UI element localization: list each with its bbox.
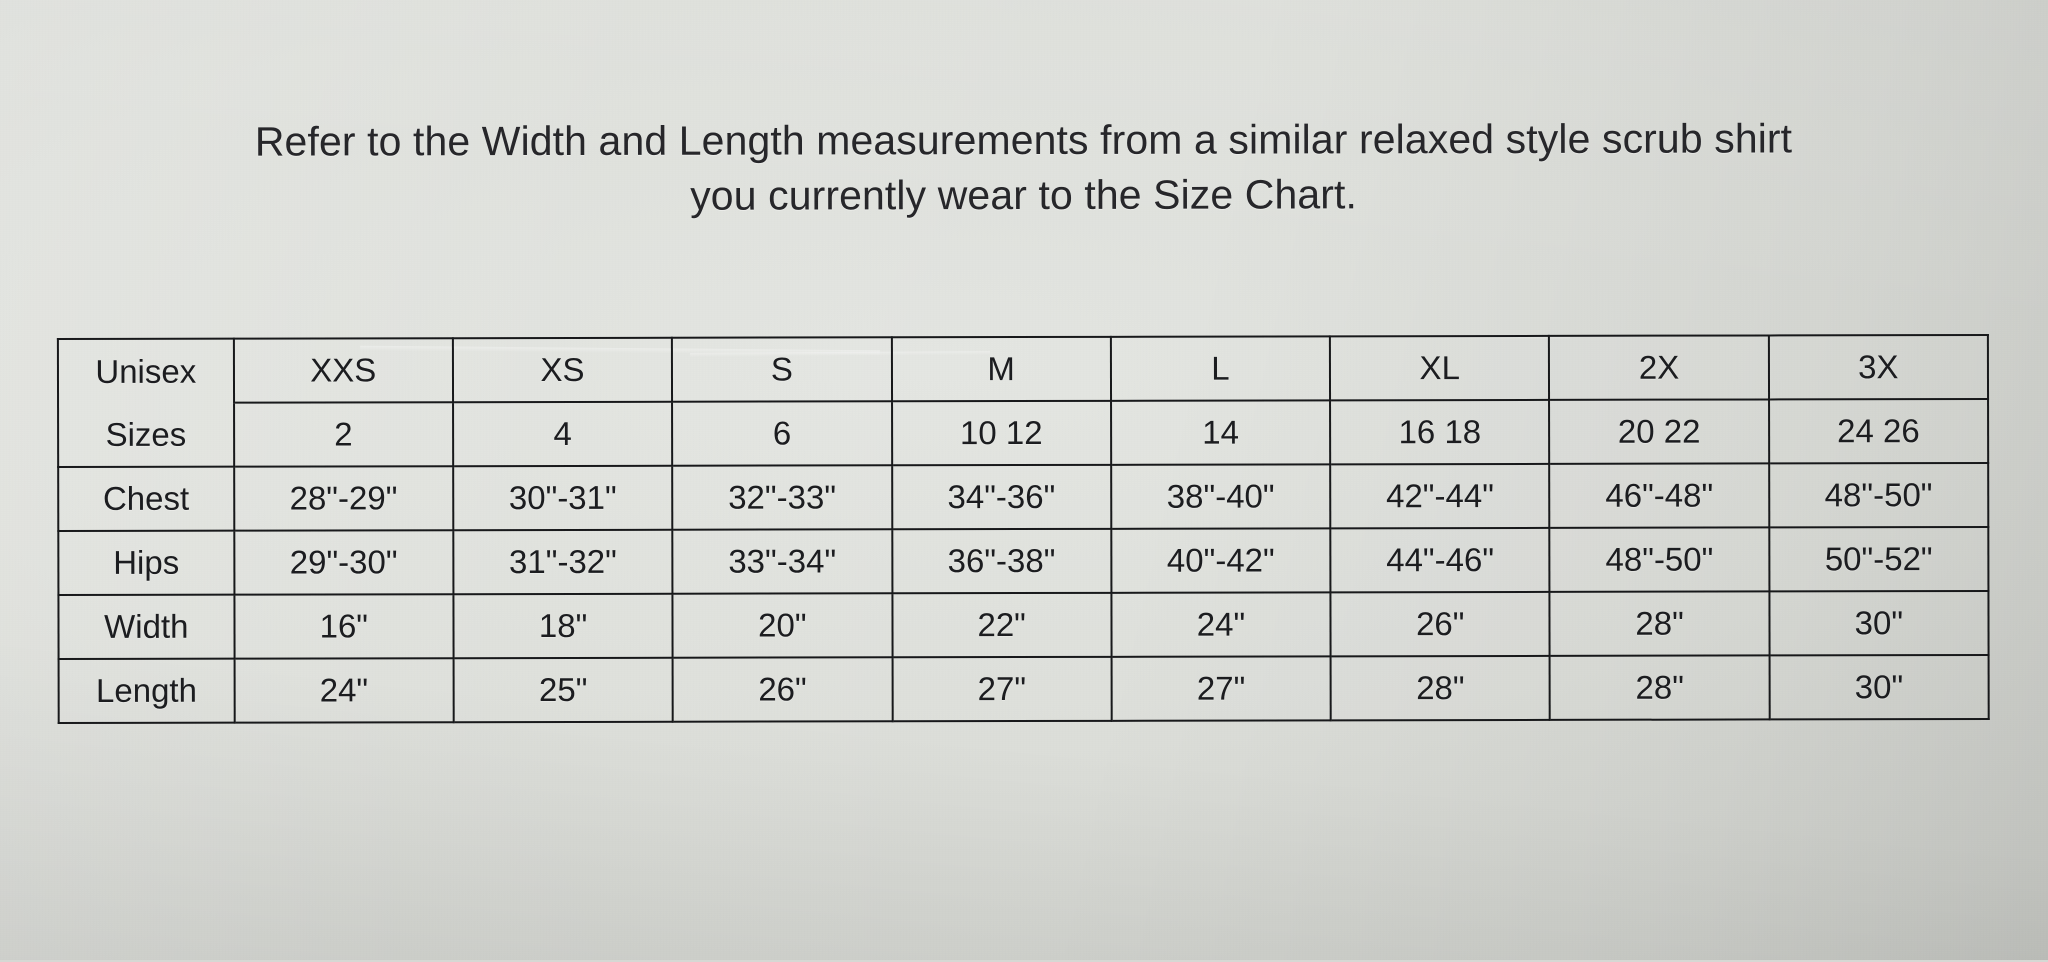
table-row-hips: Hips 29"-30" 31"-32" 33"-34" 36"-38" 40"… (58, 526, 1989, 596)
cell-sizes-s: 6 (672, 401, 892, 466)
cell-unisex-xxs: XXS (233, 338, 453, 403)
cell-width-xxs: 16" (234, 594, 454, 659)
page-title: Refer to the Width and Length measuremen… (0, 111, 2048, 224)
cell-width-xs: 18" (453, 593, 673, 659)
row-label-length: Length (58, 658, 235, 724)
cell-unisex-xs: XS (452, 337, 673, 403)
cell-hips-xl: 44"-46" (1330, 527, 1550, 593)
row-label-chest: Chest (58, 466, 234, 532)
cell-unisex-s: S (672, 337, 892, 402)
cell-length-xs: 25" (453, 657, 673, 723)
cell-length-3x: 30" (1769, 654, 1989, 720)
cell-hips-m: 36"-38" (891, 528, 1112, 594)
cell-hips-s: 33"-34" (672, 529, 892, 594)
cell-hips-xxs: 29"-30" (233, 530, 454, 595)
cell-hips-l: 40"-42" (1111, 528, 1331, 593)
cell-chest-2x: 46"-48" (1549, 463, 1770, 528)
cell-unisex-l: L (1110, 336, 1331, 401)
heading-line-1: Refer to the Width and Length measuremen… (254, 115, 1793, 165)
cell-chest-s: 32"-33" (672, 465, 892, 530)
cell-unisex-xl: XL (1330, 335, 1550, 401)
cell-unisex-m: M (891, 336, 1111, 402)
cell-unisex-3x: 3X (1768, 334, 1989, 400)
cell-chest-l: 38"-40" (1110, 464, 1331, 529)
size-chart-container: Unisex XXS XS S M L XL 2X 3X Sizes 2 4 (56, 333, 1990, 725)
table-row-width: Width 16" 18" 20" 22" 24" 26" 28" 30" (58, 590, 1989, 660)
cell-width-s: 20" (672, 593, 893, 658)
cell-sizes-l: 14 (1110, 400, 1331, 465)
cell-chest-xs: 30"-31" (453, 465, 673, 531)
table-row-length: Length 24" 25" 26" 27" 27" 28" 28" 30" (58, 654, 1989, 724)
cell-width-3x: 30" (1769, 590, 1989, 656)
cell-width-xl: 26" (1330, 591, 1550, 657)
row-label-unisex: Unisex (57, 338, 234, 404)
cell-length-xl: 28" (1330, 655, 1551, 721)
cell-chest-3x: 48"-50" (1768, 462, 1989, 528)
cell-sizes-xxs: 2 (233, 402, 454, 467)
cell-length-2x: 28" (1549, 655, 1770, 720)
cell-sizes-xl: 16 18 (1330, 399, 1550, 465)
cell-hips-2x: 48"-50" (1549, 527, 1770, 592)
heading-line-2: you currently wear to the Size Chart. (690, 170, 1358, 219)
cell-sizes-xs: 4 (452, 401, 673, 467)
cell-length-s: 26" (672, 657, 893, 722)
table-row-unisex: Unisex XXS XS S M L XL 2X 3X (57, 334, 1989, 404)
table-row-sizes: Sizes 2 4 6 10 12 14 16 18 20 22 24 26 (58, 398, 1989, 468)
cell-length-xxs: 24" (234, 658, 454, 723)
row-label-width: Width (58, 594, 235, 660)
row-label-hips: Hips (58, 530, 235, 596)
cell-sizes-3x: 24 26 (1768, 398, 1989, 464)
cell-sizes-2x: 20 22 (1549, 399, 1769, 464)
cell-length-m: 27" (892, 656, 1112, 722)
row-label-sizes: Sizes (58, 402, 234, 468)
cell-width-2x: 28" (1549, 591, 1770, 656)
cell-hips-3x: 50"-52" (1769, 526, 1989, 592)
cell-unisex-2x: 2X (1549, 335, 1769, 400)
cell-sizes-m: 10 12 (891, 400, 1111, 466)
cell-chest-xxs: 28"-29" (233, 466, 454, 531)
table-row-chest: Chest 28"-29" 30"-31" 32"-33" 34"-36" 38… (58, 462, 1989, 532)
cell-width-l: 24" (1111, 592, 1331, 657)
cell-width-m: 22" (891, 592, 1112, 658)
size-chart-table: Unisex XXS XS S M L XL 2X 3X Sizes 2 4 (56, 333, 1990, 725)
cell-length-l: 27" (1111, 656, 1331, 721)
cell-chest-m: 34"-36" (891, 464, 1112, 530)
cell-hips-xs: 31"-32" (453, 529, 673, 595)
cell-chest-xl: 42"-44" (1330, 463, 1550, 529)
